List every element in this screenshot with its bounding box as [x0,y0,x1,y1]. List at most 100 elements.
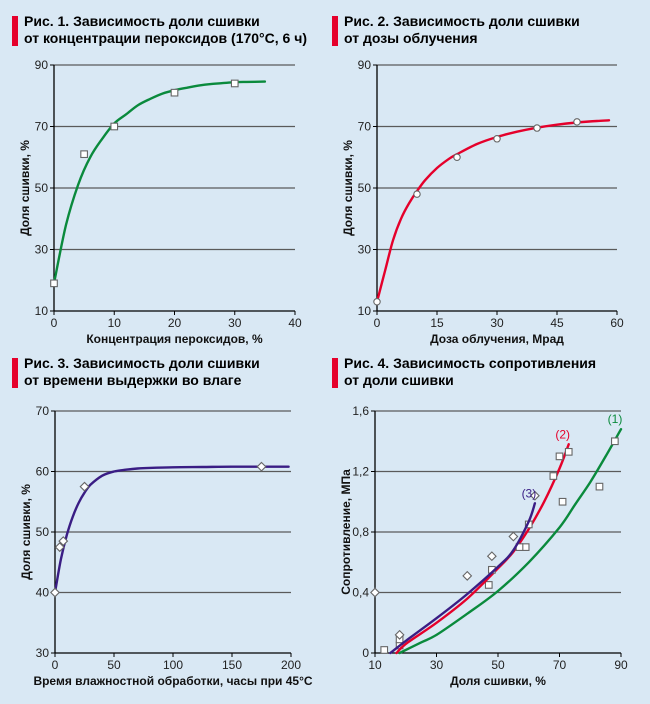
figure-2-title: Рис. 2. Зависимость доли сшивки от дозы … [344,13,580,47]
figure-2-x-tick-label: 45 [550,316,564,330]
figure-1-y-tick-label: 10 [35,304,49,318]
figure-3-x-axis-label: Время влажностной обработки, часы при 45… [33,674,312,688]
figure-2-data-point [453,153,461,162]
figure-4-red-marker [332,358,338,388]
figure-3-title-line-1: Рис. 3. Зависимость доли сшивки [24,355,260,371]
figure-2-data-point [413,190,421,198]
figure-3-red-marker [12,358,18,388]
figure-3-data-point [50,587,60,598]
figure-4-x-tick-label: 90 [614,658,628,672]
figure-2-y-tick-label: 70 [358,120,372,134]
figure-1-title-line-2: от концентрации пероксидов (170°С, 6 ч) [24,30,308,46]
figure-4-series-1-point [610,437,619,446]
figure-2-data-point [533,124,541,132]
figure-1-panel: Рис. 1. Зависимость доли сшивки от конце… [12,13,324,348]
figure-4-y-tick-label: 1,6 [352,404,369,418]
figure-4-x-tick-label: 50 [491,658,505,672]
figure-2-y-tick-label: 10 [358,304,372,318]
figure-4-series-2-point [380,646,389,654]
figure-4-y-tick-label: 0,4 [352,586,369,600]
figure-4-series-1-point [558,497,567,506]
figure-2-fit-curve [375,119,611,303]
figure-3-y-tick-label: 50 [36,525,50,539]
figure-1-y-tick-label: 50 [35,181,49,195]
figure-1-data-point [230,79,239,88]
figure-2-y-tick-label: 30 [358,243,372,257]
figure-3-panel: Рис. 3. Зависимость доли сшивки от време… [12,355,324,700]
figure-1-data-point [170,88,179,97]
figure-1-title: Рис. 1. Зависимость доли сшивки от конце… [24,13,307,47]
figure-4-x-tick-label: 70 [553,658,567,672]
figure-3-title: Рис. 3. Зависимость доли сшивки от време… [24,355,260,389]
figure-4-series-3-point [462,570,473,581]
figure-1-x-tick-label: 30 [228,316,242,330]
figure-4-x-axis-label: Доля сшивки, % [450,674,546,688]
figure-4-x-tick-label: 10 [368,658,382,672]
figure-2-title-line-2: от дозы облучения [344,30,478,46]
figure-2-x-tick-label: 15 [430,316,444,330]
figure-1-fit-curve [52,80,267,285]
figure-1-x-tick-label: 20 [168,316,182,330]
figure-4-y-tick-label: 1,2 [352,465,369,479]
figure-2-data-point [493,135,501,143]
figure-4-series-1-label: (1) [608,412,623,426]
figure-4-series-1-point [595,482,604,491]
figure-4-y-tick-label: 0,8 [352,525,369,539]
figure-1-data-point [50,279,58,288]
figure-4-series-2-point [549,472,558,480]
figure-3-y-tick-label: 30 [36,646,50,660]
figure-4-series-3-point [370,587,380,598]
figure-3-data-point [58,536,69,547]
figure-1-x-tick-label: 10 [108,316,122,330]
figure-3-data-point [54,542,65,553]
figure-1-x-tick-label: 40 [288,316,302,330]
figure-3-data-point [79,481,90,492]
figure-1-y-tick-label: 70 [35,120,49,134]
figure-3-x-tick-label: 200 [281,658,301,672]
figure-3-x-tick-label: 0 [52,658,59,672]
figure-4-series-3-point [394,629,405,640]
figure-1-y-tick-label: 30 [35,243,49,257]
figure-4-chart: 10 30 50 70 90 0 0,4 0,8 1,2 1,6 Доля сшивки, % Соп… [339,404,628,688]
figure-3-x-tick-label: 100 [163,658,183,672]
figure-4-y-tick-label: 0 [362,646,369,660]
figure-4-series-2-point [564,447,573,456]
figure-3-x-tick-label: 150 [222,658,242,672]
figure-4-series-3-point [529,490,540,501]
figure-4-title-line-2: от доли сшивки [344,372,454,388]
figure-3-x-tick-label: 50 [107,658,121,672]
figure-1-data-point [110,122,119,131]
figure-3-chart: 0 50 100 150 200 30 40 50 60 70 Время влажностной … [19,404,313,688]
figure-4-series-1-point [484,581,493,589]
figure-2-x-tick-label: 30 [490,316,504,330]
figure-3-data-point [256,461,267,472]
figure-3-y-tick-label: 40 [36,586,50,600]
figure-2-data-point [373,298,381,306]
figure-2-x-axis-label: Доза облучения, Мрад [430,332,564,346]
figure-2-x-tick-label: 0 [374,316,381,330]
figure-4-series-1-curve [398,428,623,655]
figure-2-x-tick-label: 60 [610,316,624,330]
figure-4-panel: Рис. 4. Зависимость сопротивления от дол… [332,355,644,700]
figure-4-series-2-point [555,452,564,461]
figure-4-series-3-point [486,551,497,562]
figure-4-title: Рис. 4. Зависимость сопротивления от дол… [344,355,596,389]
figure-4-series-3-label: (3) [522,486,537,500]
figure-1-x-tick-label: 0 [51,316,58,330]
figure-1-y-axis-label: Доля сшивки, % [18,140,32,236]
figure-4-x-tick-label: 30 [430,658,444,672]
figure-3-fit-curve [53,465,290,594]
figure-1-data-point [80,150,88,159]
figure-3-title-line-2: от времени выдержки во влаге [24,372,242,388]
figure-1-x-axis-label: Концентрация пероксидов, % [86,332,263,346]
figure-3-y-tick-label: 60 [36,465,50,479]
figure-2-y-axis-label: Доля сшивки, % [341,140,355,236]
figure-1-y-tick-label: 90 [35,58,49,72]
figure-1-red-marker [12,16,18,46]
figure-2-red-marker [332,16,338,46]
figure-2-chart: 0 15 30 45 60 10 30 50 70 90 Доза облучения, Мрад Д… [341,58,624,346]
figure-2-panel: Рис. 2. Зависимость доли сшивки от дозы … [332,13,644,348]
figure-4-title-line-1: Рис. 4. Зависимость сопротивления [344,355,597,371]
